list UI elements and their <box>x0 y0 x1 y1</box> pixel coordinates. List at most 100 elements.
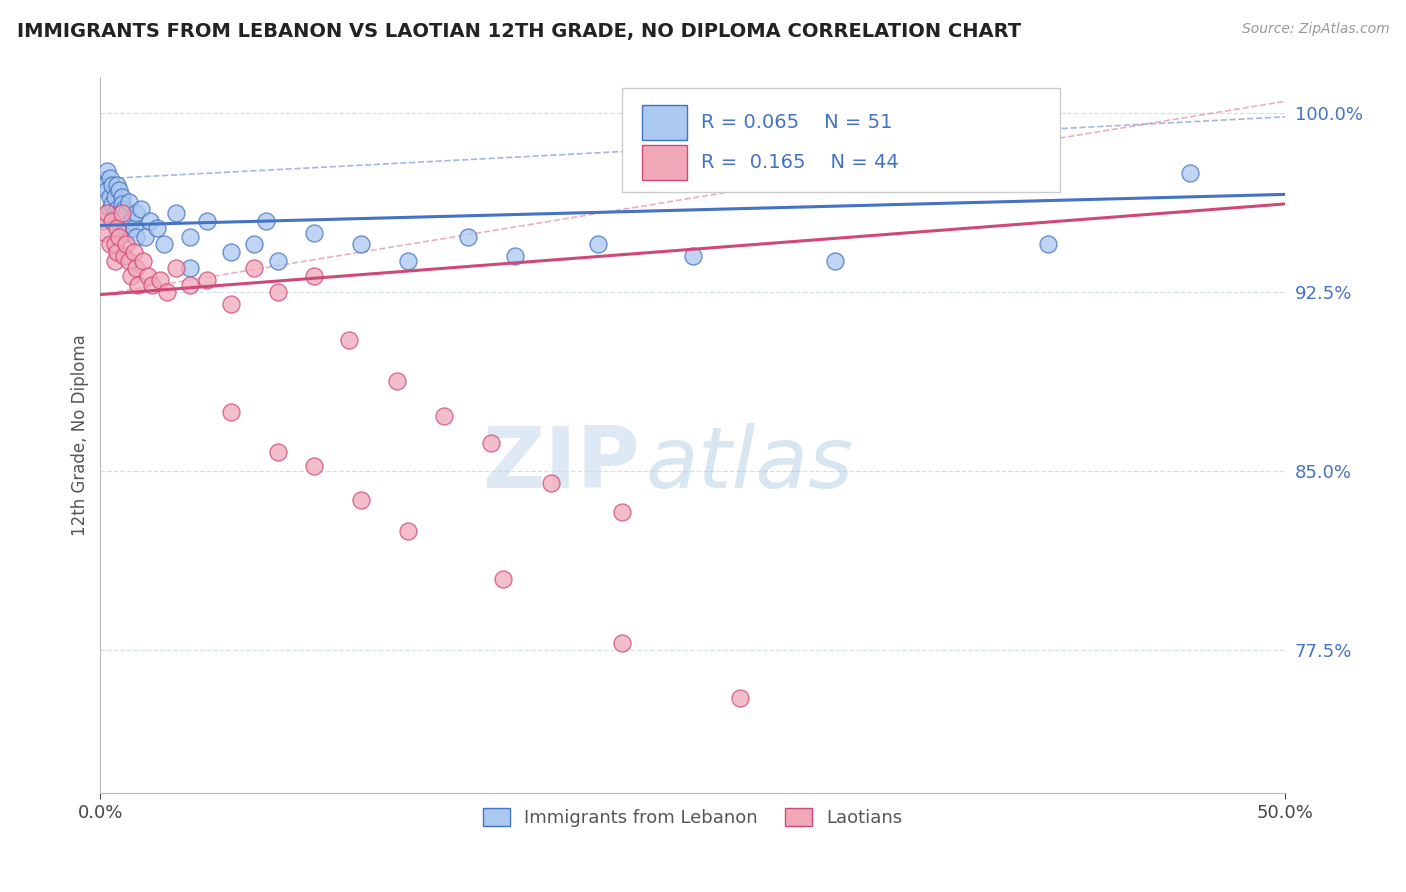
Point <box>112 219 135 233</box>
Point <box>94 226 117 240</box>
Point <box>350 492 373 507</box>
Point <box>101 197 124 211</box>
Text: R = 0.065    N = 51: R = 0.065 N = 51 <box>702 113 893 132</box>
Point <box>219 244 242 259</box>
Point <box>98 170 121 185</box>
Point <box>243 261 266 276</box>
Point <box>433 409 456 424</box>
Point <box>101 178 124 192</box>
Point <box>149 273 172 287</box>
Point <box>179 261 201 276</box>
Point <box>111 197 134 211</box>
Point <box>1038 237 1060 252</box>
Point <box>134 230 156 244</box>
Point <box>586 237 609 252</box>
Point <box>219 404 242 418</box>
Point <box>396 524 419 538</box>
Point <box>302 226 325 240</box>
Point <box>165 261 187 276</box>
Bar <box>641 145 686 180</box>
Point <box>610 505 633 519</box>
Point <box>267 254 290 268</box>
Point <box>105 244 128 259</box>
Point <box>824 254 846 268</box>
Point <box>98 190 121 204</box>
Point <box>302 459 325 474</box>
Point <box>122 244 145 259</box>
Point <box>1180 166 1202 180</box>
Text: ZIP: ZIP <box>482 423 640 506</box>
Point <box>728 690 751 705</box>
Point <box>101 213 124 227</box>
Point <box>105 178 128 192</box>
Point <box>118 194 141 209</box>
Point <box>503 249 526 263</box>
Point <box>96 206 118 220</box>
Point <box>105 220 128 235</box>
Point <box>125 206 148 220</box>
Point <box>94 178 117 192</box>
Point <box>91 173 114 187</box>
Point <box>337 333 360 347</box>
Point <box>350 237 373 252</box>
Legend: Immigrants from Lebanon, Laotians: Immigrants from Lebanon, Laotians <box>475 801 910 834</box>
Point <box>115 206 138 220</box>
Point <box>96 183 118 197</box>
Point <box>492 572 515 586</box>
Point <box>540 476 562 491</box>
Text: R =  0.165    N = 44: R = 0.165 N = 44 <box>702 153 898 172</box>
Point <box>179 230 201 244</box>
Point <box>267 445 290 459</box>
Point <box>111 213 134 227</box>
Point <box>115 226 138 240</box>
Point <box>139 213 162 227</box>
Point <box>195 213 218 227</box>
Point <box>112 202 135 216</box>
Point <box>105 202 128 216</box>
Point <box>98 202 121 216</box>
Point <box>108 183 131 197</box>
Point <box>125 230 148 244</box>
Point <box>243 237 266 252</box>
Point <box>120 268 142 283</box>
Point <box>96 163 118 178</box>
Point <box>103 206 125 220</box>
Point <box>219 297 242 311</box>
Point <box>98 237 121 252</box>
Point <box>682 249 704 263</box>
Point <box>105 213 128 227</box>
Point <box>91 213 114 227</box>
Point <box>610 636 633 650</box>
Point <box>153 237 176 252</box>
Text: atlas: atlas <box>645 423 853 506</box>
Point <box>396 254 419 268</box>
Point <box>254 213 277 227</box>
Point <box>122 220 145 235</box>
Point <box>302 268 325 283</box>
Bar <box>641 105 686 140</box>
Text: Source: ZipAtlas.com: Source: ZipAtlas.com <box>1241 22 1389 37</box>
Point <box>125 261 148 276</box>
Point <box>132 254 155 268</box>
Point <box>156 285 179 300</box>
Point <box>457 230 479 244</box>
Point <box>115 237 138 252</box>
Point <box>267 285 290 300</box>
Point <box>108 230 131 244</box>
Point <box>103 237 125 252</box>
Point <box>141 278 163 293</box>
Text: IMMIGRANTS FROM LEBANON VS LAOTIAN 12TH GRADE, NO DIPLOMA CORRELATION CHART: IMMIGRANTS FROM LEBANON VS LAOTIAN 12TH … <box>17 22 1021 41</box>
Y-axis label: 12th Grade, No Diploma: 12th Grade, No Diploma <box>72 334 89 536</box>
Point <box>136 268 159 283</box>
Point <box>146 220 169 235</box>
Point <box>127 278 149 293</box>
Point <box>112 249 135 263</box>
Point <box>165 206 187 220</box>
Point <box>103 254 125 268</box>
Point <box>385 374 408 388</box>
Point <box>195 273 218 287</box>
Point <box>120 213 142 227</box>
Point <box>108 206 131 220</box>
Point <box>118 254 141 268</box>
Point <box>111 206 134 220</box>
